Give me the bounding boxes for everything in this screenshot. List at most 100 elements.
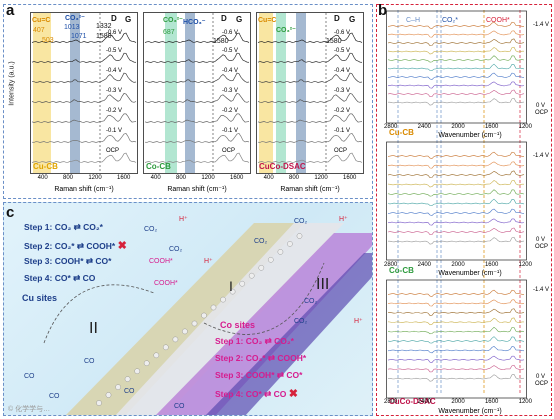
blue-band xyxy=(296,13,306,173)
xtick: 2000 xyxy=(451,262,465,268)
xtick: 2400 xyxy=(417,124,432,130)
species-label: CO xyxy=(24,373,35,380)
ir-header-ch: C–H xyxy=(406,17,420,24)
atom-decoration xyxy=(96,233,303,406)
spectrum-trace xyxy=(144,52,250,63)
spectrum-trace xyxy=(257,32,363,43)
raman-spectra-group xyxy=(257,32,363,163)
species-label: CO xyxy=(49,393,60,400)
subplot-label-cuco-dsac: CuCo-DSAC xyxy=(259,162,306,171)
potential-labels-a2: -0.6 V -0.5 V -0.4 V -0.3 V -0.2 V -0.1 … xyxy=(222,30,256,162)
blue-band xyxy=(70,13,80,173)
co-step-3: Step 3: COOH* ⇄ CO* xyxy=(215,370,303,380)
cu-steps: Step 1: CO₂ ⇄ CO₂* Step 2: CO₂* ⇄ COOH* … xyxy=(24,222,127,290)
xtick: 1200 xyxy=(314,175,328,181)
annot-1332: 1332 xyxy=(96,23,112,30)
annot-687: 687 xyxy=(163,29,175,36)
spectrum-trace xyxy=(257,152,363,163)
ir-header-cooh: COOH* xyxy=(486,17,510,24)
ir-label-cu-cb: Cu-CB xyxy=(389,128,414,137)
spectrum-trace xyxy=(387,161,525,169)
species-label: H⁺ xyxy=(204,258,213,265)
spectrum-trace xyxy=(387,355,525,363)
potential-label: -0.4 V xyxy=(222,68,239,74)
spectrum-trace xyxy=(387,21,524,29)
xtick: 400 xyxy=(150,175,161,181)
panel-a-letter: a xyxy=(6,2,15,19)
spectrum-trace xyxy=(387,336,525,344)
spectrum-trace xyxy=(387,299,525,307)
species-label: CO₂ xyxy=(254,238,268,245)
xtick: 400 xyxy=(37,175,48,181)
potential-labels-a1: -0.6 V -0.5 V -0.4 V -0.3 V -0.2 V -0.1 … xyxy=(106,30,140,162)
spectrum-trace xyxy=(32,72,137,83)
co-electrode-strip xyxy=(155,233,372,415)
spectrum-trace xyxy=(387,364,525,373)
potential-label: -0.3 V xyxy=(106,88,123,94)
xtick: 1600 xyxy=(484,399,499,405)
xtick: 800 xyxy=(288,175,299,181)
spectrum-trace xyxy=(387,30,525,38)
xtick: 1600 xyxy=(484,262,499,268)
raman-subplot-cu-cb: Cu=C 407 503 CO₃²⁻ 1013 1071 1332 1580 D… xyxy=(30,12,138,174)
potential-label: -0.2 V xyxy=(334,108,351,114)
spectrum-trace xyxy=(387,170,525,179)
annot-g: G xyxy=(125,15,131,24)
xtick: 800 xyxy=(175,175,186,181)
annot-g: G xyxy=(349,15,355,24)
xtick: 2800 xyxy=(384,124,398,130)
xtick: 2000 xyxy=(451,399,465,405)
ir-label-co-cb: Co-CB xyxy=(389,266,414,275)
species-label: H⁺ xyxy=(179,216,188,223)
potential-label: -0.2 V xyxy=(106,108,123,114)
spectrum-trace xyxy=(387,38,525,47)
xtick: 2800 xyxy=(384,399,398,405)
blue-band xyxy=(185,13,195,173)
species-label: CO xyxy=(124,388,135,395)
raman-spectra-group xyxy=(144,32,250,163)
annot-1013: 1013 xyxy=(64,24,80,31)
spectrum-trace xyxy=(388,97,525,106)
ir-voltage-bottom-1b: OCP xyxy=(535,110,549,116)
atom xyxy=(287,241,293,247)
panel-b-frame xyxy=(376,4,552,416)
atom xyxy=(96,400,102,406)
spectrum-trace xyxy=(387,326,525,335)
spectrum-trace xyxy=(387,189,525,197)
co-step-4: Step 4: CO* ⇄ CO ✖ xyxy=(215,387,306,404)
atom xyxy=(105,392,112,398)
spectrum-trace xyxy=(31,52,137,63)
panel-a-xticks-1: 400 800 1200 1600 xyxy=(30,175,138,181)
species-label: COOH* xyxy=(149,258,173,265)
co-step-4-text: Step 4: CO* ⇄ CO xyxy=(215,389,287,399)
co-step-2: Step 2: CO₂* ⇄ COOH* xyxy=(215,353,307,363)
raman-plot-cu-cb-svg: Cu=C 407 503 CO₃²⁻ 1013 1071 1332 1580 D… xyxy=(30,12,138,174)
xtick: 800 xyxy=(62,175,73,181)
spectrum-trace xyxy=(144,132,250,143)
xtick: 2400 xyxy=(417,399,432,405)
region-ii: II xyxy=(89,320,98,337)
xtick: 1600 xyxy=(229,175,244,181)
annot-co3: CO₃²⁻ xyxy=(276,27,296,34)
spectrum-trace xyxy=(31,92,137,103)
spectrum-trace xyxy=(258,72,363,83)
xtick: 1200 xyxy=(518,262,532,268)
raman-subplot-co-cb: CO₃²⁻ 687 HCO₃⁻ D G 1580 Co-CB xyxy=(143,12,251,174)
spectrum-trace xyxy=(387,227,525,236)
subplot-label-cu-cb: Cu-CB xyxy=(33,162,58,171)
spectrum-trace xyxy=(144,113,250,123)
potential-label: -0.5 V xyxy=(222,48,239,54)
atom xyxy=(277,249,284,255)
atom xyxy=(296,233,303,239)
region-i: I xyxy=(229,278,233,294)
cu-sites-label: Cu sites xyxy=(22,293,58,303)
potential-label: -0.3 V xyxy=(222,88,239,94)
potential-label: -0.6 V xyxy=(106,30,123,36)
ir-xticks-3: 2800 2400 2000 1600 1200 xyxy=(384,399,532,405)
spectrum-trace xyxy=(257,132,363,143)
spectrum-trace xyxy=(144,152,250,163)
raman-subplot-cuco-dsac: Cu=C CO₃²⁻ D G 1580 CuCo-DSAC xyxy=(256,12,364,174)
atom xyxy=(115,384,121,390)
spectrum-trace xyxy=(387,308,525,316)
atom xyxy=(210,304,217,311)
